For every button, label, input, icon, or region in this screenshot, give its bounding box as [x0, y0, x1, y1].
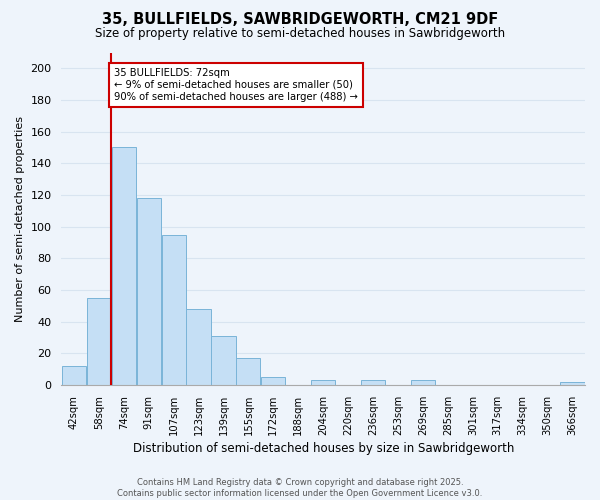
Text: 35 BULLFIELDS: 72sqm
← 9% of semi-detached houses are smaller (50)
90% of semi-d: 35 BULLFIELDS: 72sqm ← 9% of semi-detach…	[114, 68, 358, 102]
Bar	[62, 366, 86, 385]
Bar	[161, 234, 185, 385]
Bar	[261, 377, 286, 385]
Text: Contains HM Land Registry data © Crown copyright and database right 2025.
Contai: Contains HM Land Registry data © Crown c…	[118, 478, 482, 498]
X-axis label: Distribution of semi-detached houses by size in Sawbridgeworth: Distribution of semi-detached houses by …	[133, 442, 514, 455]
Bar	[137, 198, 161, 385]
Bar	[87, 298, 111, 385]
Text: 35, BULLFIELDS, SAWBRIDGEWORTH, CM21 9DF: 35, BULLFIELDS, SAWBRIDGEWORTH, CM21 9DF	[102, 12, 498, 28]
Bar	[112, 148, 136, 385]
Bar	[311, 380, 335, 385]
Bar	[560, 382, 584, 385]
Bar	[361, 380, 385, 385]
Text: Size of property relative to semi-detached houses in Sawbridgeworth: Size of property relative to semi-detach…	[95, 28, 505, 40]
Bar	[211, 336, 236, 385]
Y-axis label: Number of semi-detached properties: Number of semi-detached properties	[15, 116, 25, 322]
Bar	[411, 380, 435, 385]
Bar	[236, 358, 260, 385]
Bar	[187, 309, 211, 385]
